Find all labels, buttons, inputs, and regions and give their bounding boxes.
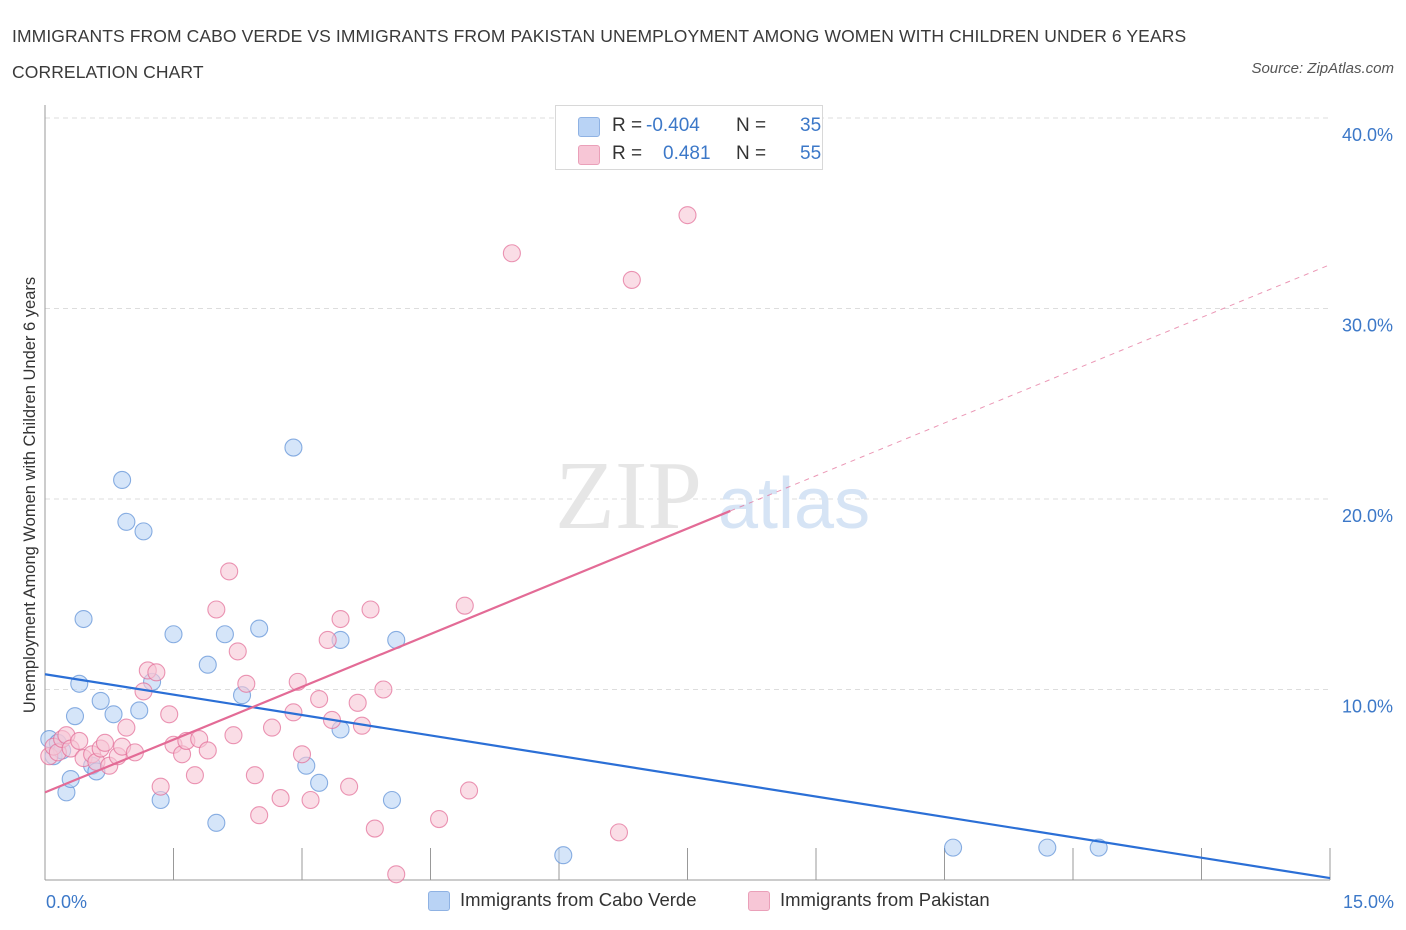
n-label: N = — [736, 143, 767, 164]
point-pakistan — [220, 562, 239, 581]
point-cabo-verde — [250, 619, 269, 638]
point-pakistan — [228, 642, 247, 661]
y-tick-label: 20.0% — [1342, 506, 1393, 526]
point-cabo-verde — [74, 609, 93, 629]
r-value-pakistan: 0.481 — [663, 143, 711, 164]
trend-line-pakistan — [44, 509, 731, 794]
n-value-pakistan: 55 — [800, 143, 822, 164]
point-pakistan — [117, 718, 136, 737]
y-tick-label: 10.0% — [1342, 697, 1393, 717]
point-pakistan — [185, 766, 204, 785]
point-cabo-verde — [198, 655, 217, 674]
point-cabo-verde — [117, 512, 136, 531]
legend-swatch-pakistan — [748, 891, 770, 911]
point-cabo-verde — [284, 438, 303, 457]
point-cabo-verde — [1089, 838, 1108, 857]
point-pakistan — [147, 663, 166, 682]
legend-swatch-cabo-verde — [428, 891, 450, 911]
r-label: R = — [612, 143, 643, 164]
gridlines — [45, 117, 1330, 690]
point-pakistan — [430, 809, 449, 829]
n-value-cabo-verde: 35 — [800, 115, 822, 136]
point-pakistan — [262, 718, 282, 737]
point-pakistan — [198, 741, 217, 760]
point-cabo-verde — [1038, 838, 1057, 857]
point-cabo-verde — [134, 522, 153, 541]
point-pakistan — [348, 693, 367, 712]
point-cabo-verde — [65, 707, 85, 726]
point-cabo-verde — [91, 691, 110, 710]
point-pakistan — [318, 630, 337, 650]
point-pakistan — [224, 726, 243, 745]
swatch-cabo-verde — [578, 117, 600, 137]
stats-legend: R = -0.404 N = 35 R = 0.481 N = 55 — [555, 105, 823, 170]
point-cabo-verde — [130, 701, 149, 720]
y-tick-labels: 10.0% 20.0% 30.0% 40.0% — [1342, 125, 1393, 717]
point-pakistan — [207, 600, 226, 619]
swatch-pakistan — [578, 145, 600, 165]
r-value-cabo-verde: -0.404 — [646, 115, 700, 136]
point-pakistan — [609, 823, 629, 842]
chart-title: IMMIGRANTS FROM CABO VERDE VS IMMIGRANTS… — [12, 26, 1187, 82]
point-pakistan — [245, 766, 264, 785]
legend-label-cabo-verde: Immigrants from Cabo Verde — [460, 889, 697, 910]
point-pakistan — [622, 270, 641, 289]
data-points — [40, 206, 1108, 884]
point-pakistan — [301, 790, 320, 810]
point-pakistan — [678, 206, 697, 225]
x-tick-label-max: 15.0% — [1343, 892, 1394, 912]
trend-line-pakistan-extension — [730, 264, 1331, 512]
watermark-atlas: atlas — [718, 464, 870, 544]
point-pakistan — [151, 777, 170, 796]
trend-line-cabo-verde — [44, 673, 1331, 880]
chart-source: Source: ZipAtlas.com — [1251, 60, 1394, 77]
point-cabo-verde — [215, 625, 234, 644]
point-cabo-verde — [113, 470, 132, 490]
point-pakistan — [271, 789, 290, 808]
point-pakistan — [250, 806, 269, 825]
point-pakistan — [237, 674, 256, 693]
n-label: N = — [736, 115, 767, 136]
watermark-zip: ZIP — [555, 442, 702, 550]
point-pakistan — [160, 705, 179, 724]
point-pakistan — [365, 819, 384, 838]
point-pakistan — [95, 733, 115, 752]
point-pakistan — [387, 865, 406, 884]
point-cabo-verde — [207, 813, 226, 832]
point-cabo-verde — [554, 846, 573, 865]
point-pakistan — [459, 781, 479, 800]
y-tick-label: 30.0% — [1342, 316, 1393, 336]
axes — [44, 105, 1331, 881]
point-pakistan — [310, 689, 329, 709]
point-pakistan — [70, 731, 89, 750]
point-cabo-verde — [310, 773, 329, 792]
x-tick-label-min: 0.0% — [46, 892, 87, 912]
point-pakistan — [292, 745, 312, 764]
point-pakistan — [374, 680, 393, 699]
point-cabo-verde — [104, 705, 123, 724]
y-axis-label: Unemployment Among Women with Children U… — [21, 277, 39, 713]
point-pakistan — [340, 777, 359, 796]
legend-label-pakistan: Immigrants from Pakistan — [780, 889, 990, 910]
point-pakistan — [361, 600, 380, 619]
trend-lines — [44, 264, 1331, 880]
point-cabo-verde — [382, 790, 402, 810]
point-cabo-verde — [944, 838, 963, 857]
y-tick-label: 40.0% — [1342, 125, 1393, 145]
point-pakistan — [502, 244, 521, 263]
r-label: R = — [612, 115, 643, 136]
point-pakistan — [455, 596, 474, 615]
point-pakistan — [331, 609, 350, 629]
point-cabo-verde — [164, 625, 183, 644]
